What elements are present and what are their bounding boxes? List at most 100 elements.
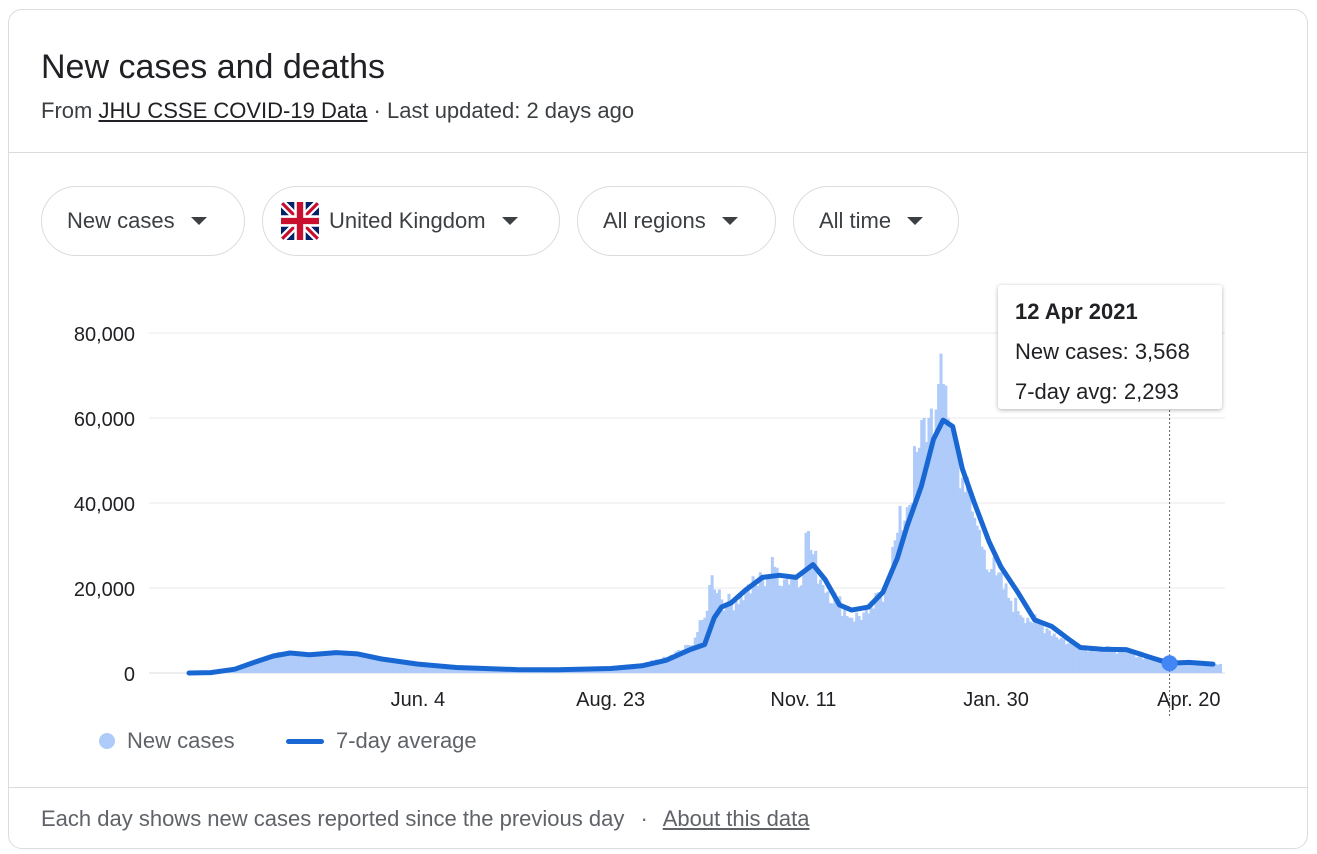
bar: [773, 566, 777, 673]
bar: [944, 385, 948, 673]
bar: [1079, 650, 1083, 673]
footer-note: Each day shows new cases reported since …: [41, 806, 625, 831]
bar: [963, 492, 967, 673]
bar: [809, 549, 813, 673]
bar: [276, 651, 280, 673]
bar: [1096, 651, 1100, 673]
y-tick-label: 40,000: [74, 494, 135, 516]
avg-line: [186, 417, 1216, 676]
bar: [1055, 637, 1059, 673]
bar: [672, 654, 676, 673]
x-tick-label: Jun. 4: [391, 689, 445, 711]
bar: [766, 579, 770, 673]
bar: [250, 663, 254, 673]
bar: [366, 656, 370, 673]
metric-dropdown[interactable]: New cases: [41, 186, 245, 256]
bar: [423, 665, 427, 673]
bar: [862, 612, 866, 673]
country-dropdown[interactable]: United Kingdom: [262, 186, 560, 256]
bar: [715, 593, 719, 673]
bar: [727, 593, 731, 673]
bar: [267, 656, 271, 673]
bar: [961, 477, 965, 673]
bar: [1086, 651, 1090, 673]
bar: [269, 657, 273, 673]
bar: [361, 655, 365, 673]
bar: [823, 592, 827, 673]
bar: [308, 654, 312, 673]
bar: [657, 660, 661, 673]
bar: [891, 546, 895, 673]
bar: [260, 660, 264, 673]
bar: [356, 654, 360, 673]
bar: [1016, 611, 1020, 673]
bar: [859, 619, 863, 673]
bar: [874, 593, 878, 673]
bar: [917, 447, 921, 673]
cases-chart[interactable]: 0 20,000 40,000 60,000 80,000 Jun. 4 Aug. 23 No…: [9, 10, 1309, 850]
bar: [869, 601, 873, 673]
bar: [720, 599, 724, 673]
bar: [660, 661, 664, 673]
bar: [937, 383, 941, 673]
bar: [828, 603, 832, 673]
bar: [1187, 662, 1191, 673]
bar: [298, 654, 302, 673]
caret-down-icon: [907, 217, 924, 225]
bar: [835, 600, 839, 673]
bar: [264, 657, 268, 673]
bar: [910, 502, 914, 673]
bar: [864, 607, 868, 673]
bar: [785, 578, 789, 673]
bar: [679, 650, 683, 673]
bar: [905, 507, 909, 673]
bar: [768, 574, 772, 673]
bar: [1149, 660, 1153, 673]
bar: [669, 654, 673, 673]
bar: [804, 532, 808, 673]
bar: [375, 658, 379, 673]
bar: [310, 652, 314, 673]
bar: [1023, 623, 1027, 673]
bar: [691, 645, 695, 673]
bar: [274, 656, 278, 673]
bar: [1084, 647, 1088, 673]
bar: [956, 447, 960, 673]
bar: [325, 652, 329, 673]
bar: [433, 665, 437, 673]
bar: [448, 667, 452, 673]
bar: [394, 660, 399, 673]
bar: [1199, 664, 1203, 673]
region-dropdown[interactable]: All regions: [577, 186, 776, 256]
bar: [255, 661, 259, 673]
bar: [457, 667, 461, 673]
bar: [1108, 646, 1112, 673]
bar: [915, 452, 919, 673]
bar: [900, 530, 904, 673]
bar: [932, 441, 936, 673]
legend-new-cases[interactable]: New cases: [99, 728, 235, 754]
bar: [1091, 647, 1095, 673]
bar: [1072, 643, 1076, 673]
legend-7day-label: 7-day average: [336, 728, 477, 753]
bar: [951, 426, 955, 673]
subtitle-separator: ·: [373, 98, 381, 123]
bar: [1076, 648, 1080, 673]
bar: [811, 554, 815, 673]
hover-marker: [1161, 655, 1178, 672]
bar: [908, 504, 912, 673]
bar: [744, 592, 748, 673]
source-link[interactable]: JHU CSSE COVID-19 Data: [98, 98, 368, 123]
bar: [688, 645, 692, 673]
bar: [1093, 651, 1097, 673]
bar: [633, 665, 637, 673]
bar: [1209, 664, 1213, 673]
legend-7day-average[interactable]: 7-day average: [286, 728, 477, 754]
about-data-link[interactable]: About this data: [662, 806, 810, 831]
bar: [787, 584, 791, 673]
bar: [1216, 664, 1220, 673]
bar: [378, 661, 382, 673]
bar: [288, 653, 292, 673]
time-dropdown[interactable]: All time: [793, 186, 959, 256]
bar: [1146, 659, 1150, 673]
